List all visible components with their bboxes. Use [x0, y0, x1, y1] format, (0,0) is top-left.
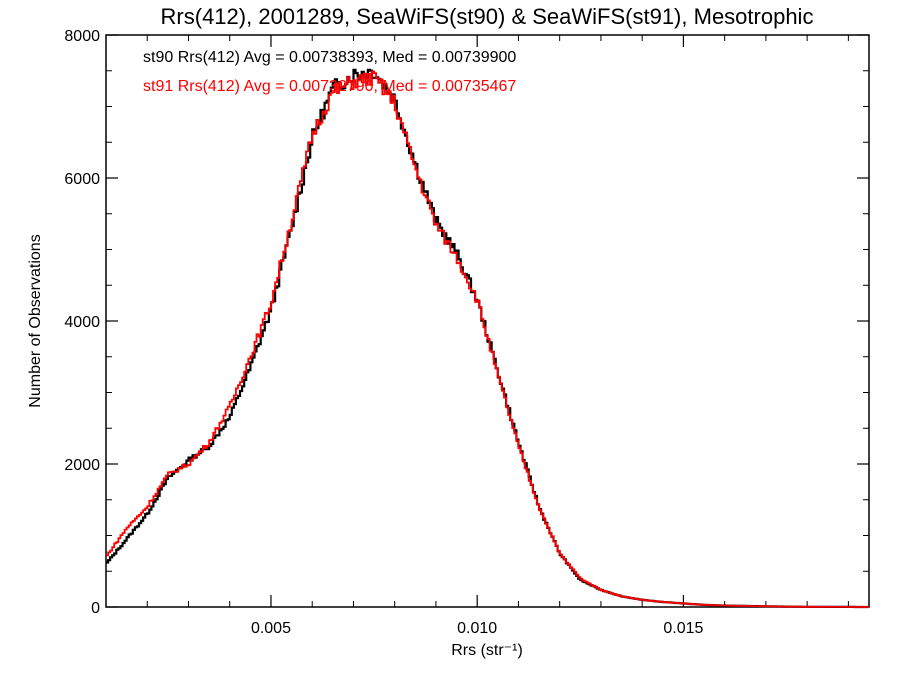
chart-title: Rrs(412), 2001289, SeaWiFS(st90) & SeaWi… — [161, 4, 814, 29]
y-tick-label: 2000 — [64, 457, 100, 474]
series-line-1 — [106, 70, 869, 608]
y-tick-label: 8000 — [64, 28, 100, 45]
y-tick-label: 6000 — [64, 171, 100, 188]
x-axis: 0.005 0.010 0.015 — [105, 35, 849, 637]
annotation-st90: st90 Rrs(412) Avg = 0.00738393, Med = 0.… — [143, 49, 516, 66]
x-tick-label: 0.015 — [663, 620, 703, 637]
x-axis-label: Rrs (str⁻¹) — [451, 642, 523, 659]
x-tick-label: 0.010 — [457, 620, 497, 637]
annotation-st91: st91 Rrs(412) Avg = 0.00732790, Med = 0.… — [143, 78, 516, 95]
x-tick-label: 0.005 — [251, 620, 291, 637]
y-tick-label: 0 — [91, 600, 100, 617]
annotations: st90 Rrs(412) Avg = 0.00738393, Med = 0.… — [143, 49, 516, 95]
y-tick-label: 4000 — [64, 314, 100, 331]
series-layer — [106, 68, 869, 609]
y-axis-label: Number of Observations — [27, 234, 44, 407]
plot-frame — [105, 34, 870, 608]
y-axis: 0 2000 4000 6000 8000 — [64, 28, 869, 617]
